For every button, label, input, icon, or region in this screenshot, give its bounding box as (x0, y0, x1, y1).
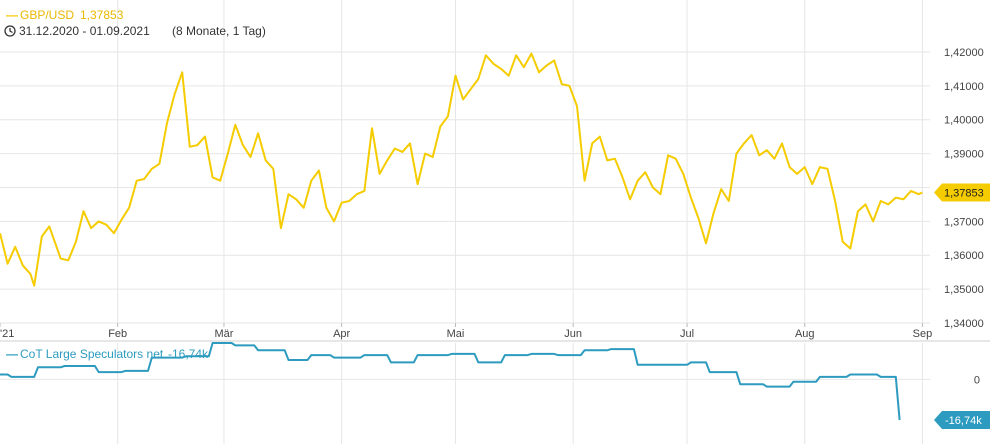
x-tick: Jul (680, 328, 694, 340)
main-grid (0, 51, 930, 324)
main-legend: — GBP/USD 1,37853 31.12.2020 - 01.09.202… (4, 8, 266, 38)
legend-main-marker: — (6, 8, 18, 22)
x-tick: Apr (333, 328, 350, 340)
legend-sub-marker: — (6, 347, 18, 361)
sub-y-tick-labels: 0 (974, 374, 980, 386)
x-tick-labels: '21 Feb Mär Apr Mai Jun Jul Aug Sep (0, 323, 932, 340)
main-y-tick: 1,42000 (944, 47, 984, 59)
main-y-tick: 1,40000 (944, 115, 984, 127)
sub-last-tag-text: -16,74k (945, 415, 982, 427)
x-tick: Aug (795, 328, 815, 340)
sub-panel: 0 -16,74k (0, 342, 990, 444)
last-price-tag-text: 1,37853 (944, 187, 984, 199)
main-y-tick: 1,35000 (944, 284, 984, 296)
main-y-tick: 1,34000 (944, 318, 984, 330)
sub-x-grid (117, 343, 923, 444)
main-y-tick: 1,36000 (944, 250, 984, 262)
x-tick: Jun (564, 328, 582, 340)
sub-y-tick: 0 (974, 374, 980, 386)
x-tick: '21 (0, 328, 14, 340)
legend-series-name: GBP/USD (20, 8, 74, 22)
legend-sub-last-value: -16,74k (168, 347, 209, 361)
last-price-tag-bg (934, 183, 990, 202)
main-y-tick: 1,39000 (944, 149, 984, 161)
clock-icon (4, 25, 16, 37)
x-tick: Mär (214, 328, 233, 340)
x-tick: Mai (447, 328, 465, 340)
legend-last-value: 1,37853 (80, 8, 124, 22)
cot-line (0, 342, 901, 421)
sub-legend: — CoT Large Speculators net -16,74k (6, 347, 209, 361)
sub-last-tag: -16,74k (934, 410, 990, 429)
legend-sub-series-name: CoT Large Speculators net (20, 347, 164, 361)
x-tick: Feb (108, 328, 127, 340)
gbpusd-line (0, 52, 923, 287)
legend-period: (8 Monate, 1 Tag) (172, 24, 266, 38)
main-x-grid (117, 0, 923, 323)
main-panel: 1,340001,350001,360001,370001,380001,390… (0, 0, 990, 340)
x-tick: Sep (913, 328, 933, 340)
main-y-tick: 1,41000 (944, 81, 984, 93)
legend-date-range: 31.12.2020 - 01.09.2021 (19, 24, 150, 38)
sub-last-tag-bg (934, 410, 990, 429)
last-price-tag: 1,37853 (934, 183, 990, 202)
main-y-tick: 1,37000 (944, 216, 984, 228)
